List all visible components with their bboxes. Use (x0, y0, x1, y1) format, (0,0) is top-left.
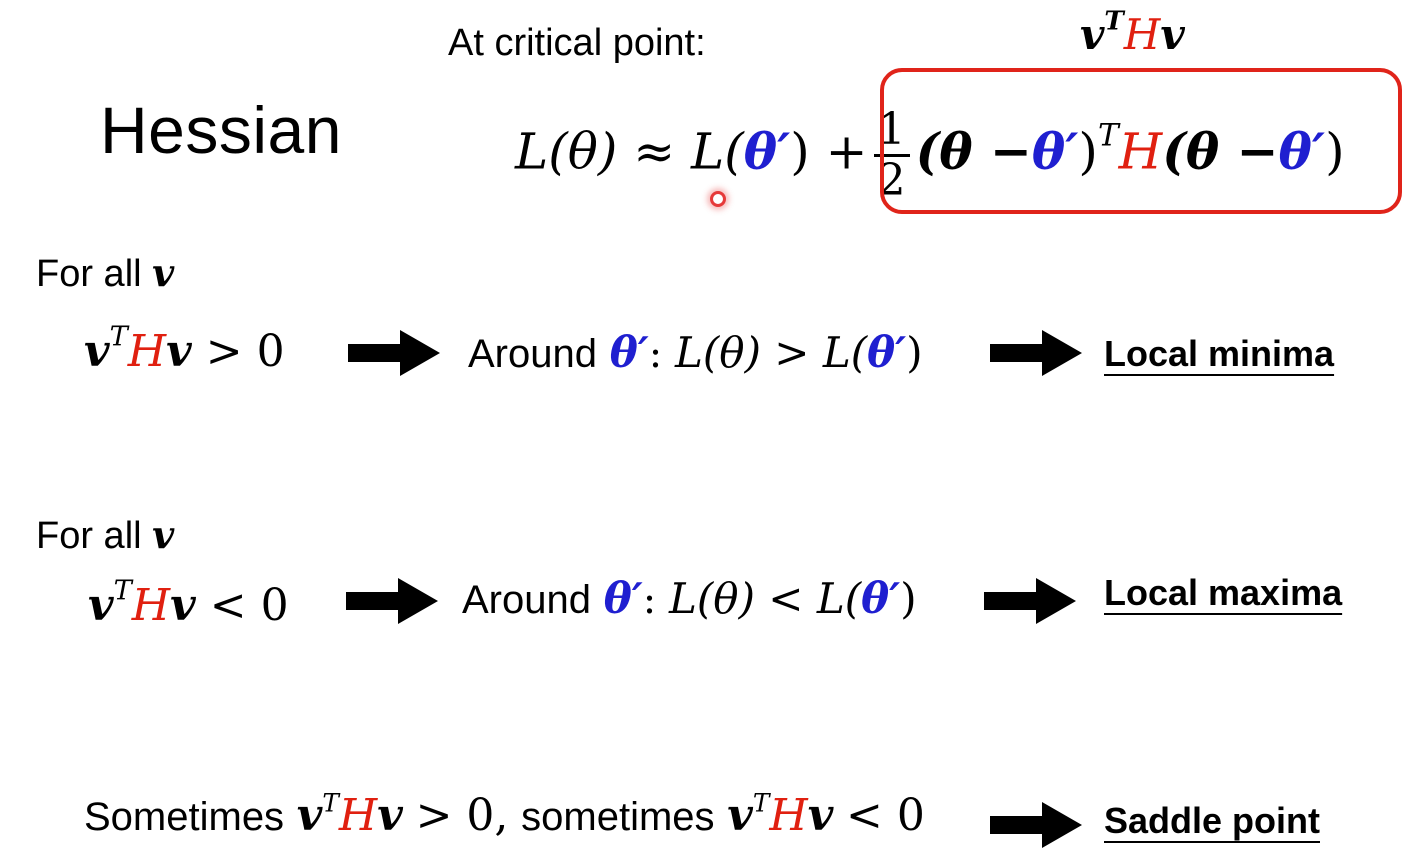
right-arrow-icon (984, 578, 1076, 624)
around-theta-statement: Around θ′: L(θ) > L(θ′) (468, 328, 923, 377)
quadratic-term-highlight-box (880, 68, 1402, 214)
for-all-label: For all v (36, 250, 175, 295)
positive-condition: vTHv > 0 (84, 321, 285, 377)
around-theta-statement: Around θ′: L(θ) < L(θ′) (462, 574, 917, 623)
right-arrow-icon (990, 330, 1082, 376)
local-minima-label: Local minima (1104, 333, 1335, 374)
saddle-condition: Sometimes vTHv > 0, sometimes vTHv < 0 (84, 788, 925, 841)
saddle-point-label: Saddle point (1104, 800, 1320, 841)
right-arrow-icon (346, 578, 438, 624)
laser-pointer-icon (710, 191, 726, 207)
for-all-label: For all v (36, 512, 175, 557)
quadratic-form-label: vTHv (1080, 6, 1185, 59)
right-arrow-icon (990, 802, 1082, 848)
page-title: Hessian (100, 93, 342, 167)
critical-point-label: At critical point: (448, 22, 706, 64)
right-arrow-icon (348, 330, 440, 376)
local-maxima-label: Local maxima (1104, 572, 1343, 613)
negative-condition: vTHv < 0 (88, 575, 289, 631)
